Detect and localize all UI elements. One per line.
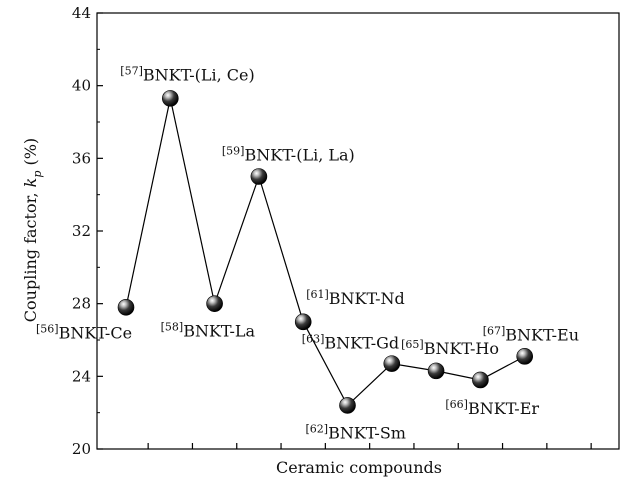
data-label-ref: [67]: [483, 324, 506, 337]
data-label: [63]BNKT-Gd: [302, 333, 399, 353]
y-tick-label: 24: [72, 367, 91, 385]
data-label: [62]BNKT-Sm: [306, 422, 406, 442]
data-point: [294, 313, 312, 331]
data-label: [57]BNKT-(Li, Ce): [120, 64, 254, 84]
data-point: [339, 397, 356, 414]
data-label-name: BNKT-(Li, La): [244, 146, 354, 165]
data-point: [516, 348, 534, 365]
y-axis-title: Coupling factor, kp (%): [21, 138, 44, 322]
data-point: [427, 362, 445, 380]
data-point: [383, 355, 401, 372]
y-tick-label: 36: [72, 149, 91, 167]
data-label-name: BNKT-Nd: [329, 289, 405, 308]
data-label-name: BNKT-Sm: [328, 423, 406, 442]
data-point: [162, 90, 179, 107]
data-label-name: BNKT-(Li, Ce): [143, 65, 255, 84]
data-label: [65]BNKT-Ho: [401, 338, 499, 358]
y-tick-label: 28: [72, 295, 91, 313]
data-label: [59]BNKT-(Li, La): [222, 145, 355, 165]
data-label-name: BNKT-Eu: [505, 325, 579, 344]
y-tick-label: 40: [72, 77, 91, 95]
data-label-name: BNKT-Ce: [59, 323, 132, 342]
data-label-name: BNKT-Ho: [424, 339, 499, 358]
data-label: [61]BNKT-Nd: [306, 288, 405, 308]
data-point: [206, 295, 223, 312]
data-label-ref: [61]: [306, 288, 329, 301]
y-axis-title-group: Coupling factor, kp (%): [21, 138, 44, 322]
data-label-ref: [62]: [306, 422, 329, 435]
y-tick-label: 20: [72, 440, 91, 458]
data-point: [472, 371, 489, 389]
x-axis-title: Ceramic compounds: [276, 458, 442, 477]
data-label-ref: [65]: [401, 338, 424, 351]
series-line: [125, 98, 525, 407]
data-point: [117, 298, 135, 316]
data-label-name: BNKT-Er: [468, 399, 539, 418]
y-tick-label: 44: [72, 4, 91, 22]
data-label-ref: [63]: [302, 333, 325, 346]
data-label: [58]BNKT-La: [161, 321, 256, 341]
data-point: [250, 168, 268, 185]
data-label-ref: [66]: [445, 398, 468, 411]
data-label-ref: [59]: [222, 145, 245, 158]
y-tick-label: 32: [72, 222, 91, 240]
data-label: [67]BNKT-Eu: [483, 324, 579, 344]
point-labels: [56]BNKT-Ce[57]BNKT-(Li, Ce)[58]BNKT-La[…: [36, 64, 579, 442]
data-label-name: BNKT-La: [183, 322, 255, 341]
data-label: [56]BNKT-Ce: [36, 322, 132, 342]
data-label-ref: [57]: [120, 64, 143, 77]
data-label-ref: [56]: [36, 322, 59, 335]
data-label: [66]BNKT-Er: [445, 398, 539, 418]
markers: [117, 90, 534, 414]
data-label-ref: [58]: [161, 321, 184, 334]
axes: 20 24 28 32 36 40 44: [72, 4, 620, 458]
data-label-name: BNKT-Gd: [324, 334, 399, 353]
